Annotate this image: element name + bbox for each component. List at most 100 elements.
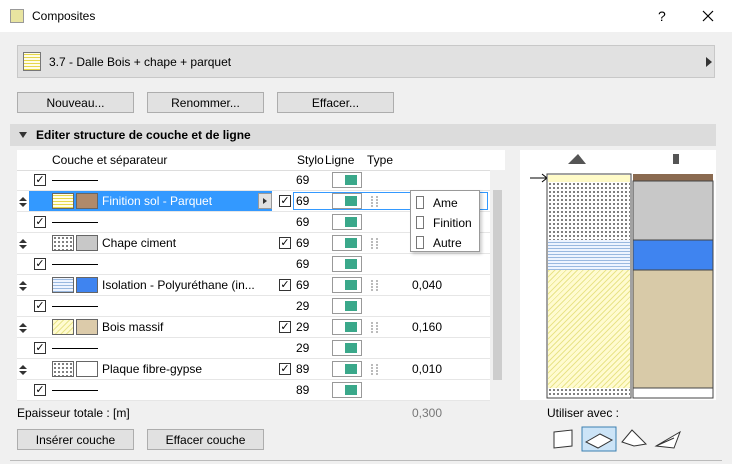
pen-check[interactable]: ✓ <box>279 195 291 207</box>
table-row[interactable]: ✓ 69 <box>17 254 490 275</box>
line-swatch <box>332 172 362 188</box>
layer-color <box>76 319 98 335</box>
separator-line <box>52 180 98 181</box>
popup-item[interactable]: Autre <box>413 233 477 252</box>
close-button[interactable] <box>702 10 714 22</box>
drag-handle <box>19 280 27 291</box>
table-row[interactable]: ✓ 69 <box>17 212 490 233</box>
line-swatch <box>332 382 362 398</box>
preview-isolation <box>548 240 630 270</box>
scroll-thumb[interactable] <box>493 190 502 380</box>
drag-handle <box>19 364 27 375</box>
insert-layer-button[interactable]: Insérer couche <box>17 429 134 450</box>
line-swatch <box>332 256 362 272</box>
type-icons <box>369 237 393 250</box>
table-row[interactable]: ✓ 89 <box>17 380 490 401</box>
pen-check[interactable]: ✓ <box>279 321 291 333</box>
layer-table: Couche et séparateur Stylo Ligne Type ✓ 6… <box>17 150 505 401</box>
table-row[interactable]: ✓ 29 <box>17 338 490 359</box>
dropdown-arrow <box>706 57 712 67</box>
row-menu-button[interactable] <box>258 193 272 209</box>
table-row[interactable]: Finition sol - Parquet ✓ 69 <box>17 191 490 212</box>
pen-check[interactable]: ✓ <box>279 363 291 375</box>
popup-item[interactable]: Ame <box>413 193 477 212</box>
line-swatch <box>332 214 362 230</box>
pen-check[interactable]: ✓ <box>279 279 291 291</box>
pen-number: 69 <box>296 257 310 271</box>
pen-number: 69 <box>296 173 310 187</box>
pen-number: 29 <box>296 320 310 334</box>
drag-handle <box>19 322 27 333</box>
header-pen: Stylo <box>297 153 324 167</box>
layer-color <box>76 277 98 293</box>
total-label: Epaisseur totale : [m] <box>17 406 130 420</box>
composite-selector[interactable]: 3.7 - Dalle Bois + chape + parquet <box>17 45 715 78</box>
pen-number: 29 <box>296 341 310 355</box>
table-row[interactable]: Isolation - Polyuréthane (in... ✓ 69 0,040 <box>17 275 490 296</box>
pen-check[interactable]: ✓ <box>279 237 291 249</box>
pen-field <box>293 192 488 210</box>
layer-name: Chape ciment <box>102 236 177 250</box>
separator-check[interactable]: ✓ <box>34 342 46 354</box>
table-row[interactable]: Chape ciment ✓ 69 <box>17 233 490 254</box>
section-header[interactable]: Editer structure de couche et de ligne <box>10 124 716 146</box>
separator-line <box>52 264 98 265</box>
help-button[interactable]: ? <box>658 8 666 24</box>
drag-handle <box>19 196 27 207</box>
delete-button[interactable]: Effacer... <box>277 92 394 113</box>
line-swatch <box>332 361 362 377</box>
bottom-separator <box>10 460 722 461</box>
separator-check[interactable]: ✓ <box>34 384 46 396</box>
table-header: Couche et séparateur Stylo Ligne Type <box>17 150 490 171</box>
separator-check[interactable]: ✓ <box>34 300 46 312</box>
line-swatch <box>332 340 362 356</box>
type-icons <box>369 321 393 334</box>
separator-check[interactable]: ✓ <box>34 258 46 270</box>
layer-color <box>76 235 98 251</box>
popup-icon <box>416 216 424 229</box>
layer-color <box>76 361 98 377</box>
header-layer: Couche et séparateur <box>52 153 168 167</box>
separator-line <box>52 348 98 349</box>
line-swatch <box>332 319 362 335</box>
header-line: Ligne <box>325 153 355 167</box>
popup-label: Finition <box>433 216 472 230</box>
pen-number: 89 <box>296 362 310 376</box>
popup-icon <box>416 236 424 249</box>
line-swatch <box>332 277 362 293</box>
layer-color <box>76 193 98 209</box>
total-value: 0,300 <box>412 406 443 420</box>
popup-label: Autre <box>433 236 462 250</box>
pen-number: 69 <box>296 278 310 292</box>
layer-pattern <box>52 319 74 335</box>
use-with-icons[interactable] <box>550 426 690 452</box>
collapse-arrow <box>19 132 27 138</box>
table-row[interactable]: ✓ 69 <box>17 170 490 191</box>
preview-chape <box>548 182 630 240</box>
layer-pattern <box>52 193 74 209</box>
table-row[interactable]: ✓ 29 <box>17 296 490 317</box>
table-row[interactable]: Plaque fibre-gypse ✓ 89 0,010 <box>17 359 490 380</box>
delete-layer-button[interactable]: Effacer couche <box>147 429 264 450</box>
popup-label: Ame <box>433 196 458 210</box>
layer-name: Isolation - Polyuréthane (in... <box>102 278 255 292</box>
pen-number: 69 <box>296 236 310 250</box>
popup-item[interactable]: Finition <box>413 213 477 232</box>
type-icons <box>369 363 393 376</box>
preview-plaque <box>548 388 630 397</box>
layer-pattern <box>52 277 74 293</box>
layer-name: Finition sol - Parquet <box>102 194 213 208</box>
pen-number: 89 <box>296 383 310 397</box>
popup-icon <box>416 196 424 209</box>
separator-check[interactable]: ✓ <box>34 174 46 186</box>
layer-thickness: 0,010 <box>412 362 443 376</box>
drag-handle <box>19 238 27 249</box>
app-icon <box>10 9 24 23</box>
scrollbar[interactable] <box>490 170 505 400</box>
preview-panel <box>520 150 716 400</box>
new-button[interactable]: Nouveau... <box>17 92 134 113</box>
rename-button[interactable]: Renommer... <box>147 92 264 113</box>
separator-check[interactable]: ✓ <box>34 216 46 228</box>
table-row[interactable]: Bois massif ✓ 29 0,160 <box>17 317 490 338</box>
